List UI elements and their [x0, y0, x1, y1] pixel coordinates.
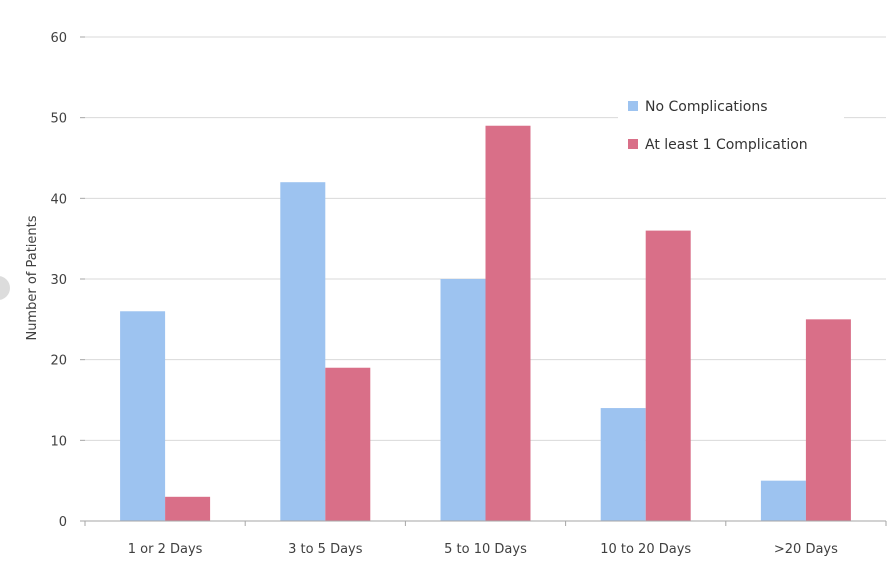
legend-swatch-at-least-1-complication: [628, 139, 638, 149]
legend-swatch-no-complications: [628, 101, 638, 111]
x-tick-label: 3 to 5 Days: [288, 542, 363, 557]
y-tick-label: 10: [50, 434, 67, 449]
legend-label-at-least-1-complication: At least 1 Complication: [645, 137, 808, 153]
y-axis-ticks: 0 10 20 30 40 50 60: [50, 31, 85, 530]
bar-no-complications-3: [440, 279, 486, 521]
bar-no-complications-4: [600, 408, 646, 521]
y-tick-label: 20: [50, 354, 67, 369]
bars: [120, 125, 851, 521]
y-tick-label: 30: [50, 273, 67, 288]
bar-at-least-1-complication-5: [805, 319, 851, 521]
y-tick-label: 50: [50, 112, 67, 127]
bar-no-complications-1: [120, 311, 166, 521]
y-tick-label: 0: [59, 515, 67, 530]
legend-background: [618, 90, 844, 164]
y-tick-label: 40: [50, 192, 67, 207]
bar-no-complications-2: [280, 182, 326, 521]
legend: No Complications At least 1 Complication: [618, 90, 844, 164]
x-tick-label: 1 or 2 Days: [128, 542, 203, 557]
y-tick-label: 60: [50, 31, 67, 46]
bar-at-least-1-complication-1: [165, 496, 211, 521]
x-tick-label: >20 Days: [774, 542, 838, 557]
x-tick-label: 10 to 20 Days: [600, 542, 691, 557]
bar-at-least-1-complication-4: [645, 230, 691, 521]
bar-at-least-1-complication-2: [325, 367, 371, 521]
x-axis-ticks: 1 or 2 Days 3 to 5 Days 5 to 10 Days 10 to …: [84, 521, 887, 557]
edge-control-circle: [0, 276, 10, 300]
bar-at-least-1-complication-3: [485, 125, 531, 521]
bar-no-complications-5: [760, 480, 806, 521]
x-tick-label: 5 to 10 Days: [444, 542, 527, 557]
y-axis-title: Number of Patients: [25, 215, 40, 340]
legend-label-no-complications: No Complications: [645, 99, 768, 115]
